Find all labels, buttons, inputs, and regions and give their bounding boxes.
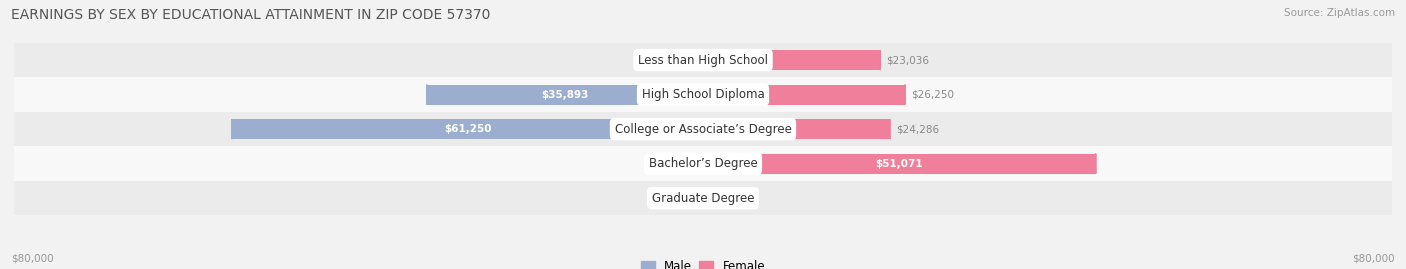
Text: $61,250: $61,250: [444, 124, 491, 134]
Text: College or Associate’s Degree: College or Associate’s Degree: [614, 123, 792, 136]
Text: Bachelor’s Degree: Bachelor’s Degree: [648, 157, 758, 170]
Text: EARNINGS BY SEX BY EDUCATIONAL ATTAINMENT IN ZIP CODE 57370: EARNINGS BY SEX BY EDUCATIONAL ATTAINMEN…: [11, 8, 491, 22]
Text: $80,000: $80,000: [11, 254, 53, 264]
Bar: [703, 188, 728, 208]
Bar: [232, 119, 703, 139]
Bar: [703, 50, 880, 70]
Text: $0: $0: [709, 193, 723, 203]
Text: Less than High School: Less than High School: [638, 54, 768, 67]
Bar: [0, 181, 1406, 215]
Bar: [0, 77, 1406, 112]
Text: $35,893: $35,893: [541, 90, 589, 100]
Bar: [427, 84, 703, 105]
Text: $26,250: $26,250: [911, 90, 955, 100]
Text: High School Diploma: High School Diploma: [641, 88, 765, 101]
Bar: [703, 84, 905, 105]
Legend: Male, Female: Male, Female: [641, 260, 765, 269]
Bar: [678, 50, 703, 70]
Text: $80,000: $80,000: [1353, 254, 1395, 264]
Bar: [678, 154, 703, 174]
Text: Graduate Degree: Graduate Degree: [652, 192, 754, 205]
Text: $51,071: $51,071: [876, 159, 924, 169]
Bar: [0, 43, 1406, 77]
Bar: [0, 112, 1406, 146]
Bar: [0, 146, 1406, 181]
Bar: [678, 188, 703, 208]
Bar: [703, 154, 1095, 174]
Text: $0: $0: [662, 193, 675, 203]
Text: Source: ZipAtlas.com: Source: ZipAtlas.com: [1284, 8, 1395, 18]
Bar: [703, 119, 890, 139]
Text: $24,286: $24,286: [896, 124, 939, 134]
Text: $23,036: $23,036: [886, 55, 929, 65]
Text: $0: $0: [662, 159, 675, 169]
Text: $0: $0: [662, 55, 675, 65]
